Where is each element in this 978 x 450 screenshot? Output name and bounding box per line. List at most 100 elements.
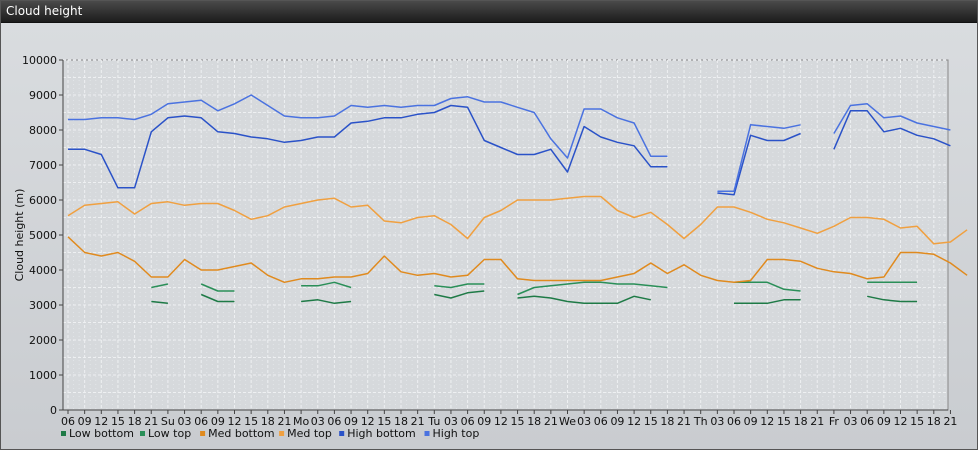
series-high-bottom [68,104,951,196]
x-tick-label: 21 [943,415,957,428]
series-low-top-line [734,281,801,292]
x-tick-label: 09 [211,415,225,428]
y-axis: 0 1000 2000 3000 4000 5000 6000 7000 8000 9000 100… [22,54,64,417]
series-high-bottom-line [717,132,801,196]
x-tick-label: 06 [727,415,741,428]
x-tick-label: 12 [494,415,508,428]
series-high-top-line [833,103,951,134]
series-med-bottom [67,236,968,284]
series-low-bottom [151,290,918,305]
x-tick-label: 09 [78,415,92,428]
x-tick-label: 12 [760,415,774,428]
legend-swatch [61,431,66,436]
legend-label: Low top [148,427,191,440]
series-low-top-line [151,283,169,289]
y-tick-label: 3000 [29,299,57,312]
x-tick-label: 03 [444,415,458,428]
x-tick-label: 21 [277,415,291,428]
series-high-bottom-line [68,104,668,189]
series-low-bottom-line [734,299,801,305]
x-tick-label: 06 [860,415,874,428]
series-low-top-line [301,281,352,289]
y-tick-label: 5000 [29,229,57,242]
x-tick-label: 15 [244,415,258,428]
x-tick-label: 18 [660,415,674,428]
series-high-bottom-line [833,110,951,150]
x-tick-label: 03 [577,415,591,428]
x-tick-label: 12 [94,415,108,428]
y-tick-label: 1000 [29,369,57,382]
x-tick-label: 15 [377,415,391,428]
legend-item: High bottom [339,427,416,440]
legend-item: Med bottom [200,427,275,440]
grid [63,59,948,411]
x-tick-label: 21 [810,415,824,428]
y-tick-label: 2000 [29,334,57,347]
series-med-bottom-line [67,236,968,284]
x-tick-label: 03 [311,415,325,428]
y-tick-label: 0 [50,404,57,417]
series-layer [67,94,968,305]
x-tick-label: 21 [144,415,158,428]
y-tick-label: 7000 [29,159,57,172]
series-low-bottom-line [151,300,168,305]
x-tick-label: 12 [228,415,242,428]
x-tick-label: Th [693,415,708,428]
y-tick-label: 6000 [29,194,57,207]
x-tick-label: 21 [411,415,425,428]
x-tick-label: 21 [544,415,558,428]
legend-label: Med bottom [208,427,275,440]
x-tick-label: 18 [128,415,142,428]
x-tick-label: Fr [829,415,840,428]
series-low-bottom-line [200,293,235,303]
legend-label: Med top [287,427,332,440]
x-tick-label: 21 [677,415,691,428]
x-tick-label: 09 [477,415,491,428]
x-tick-label: 15 [111,415,125,428]
x-tick-label: 06 [194,415,208,428]
x-tick-label: 18 [261,415,275,428]
y-tick-label: 8000 [29,124,57,137]
chart-area: 0 1000 2000 3000 4000 5000 6000 7000 8000 9000 100… [1,23,977,449]
legend: Low bottom Low top Med bottom Med top High b… [61,427,479,440]
x-tick-label: 09 [344,415,358,428]
x-tick-label: 15 [910,415,924,428]
x-tick-label: 18 [794,415,808,428]
x-axis: 06 09 12 15 18 21 Su 03 06 09 12 15 18 21 Mo 03 06 09 12 15… [61,409,957,428]
legend-swatch [140,431,145,436]
legend-item: Low top [140,427,191,440]
x-tick-label: 12 [627,415,641,428]
y-tick-label: 4000 [29,264,57,277]
legend-label: High bottom [347,427,416,440]
x-tick-label: 03 [178,415,192,428]
title-bar: Cloud height [1,1,977,23]
window-title: Cloud height [6,4,83,18]
series-low-top-line [200,283,235,292]
y-tick-label: 9000 [29,89,57,102]
legend-swatch [339,431,345,436]
series-low-top-line [517,281,668,296]
x-tick-label: 09 [877,415,891,428]
legend-item: Low bottom [61,427,134,440]
x-tick-label: 09 [744,415,758,428]
cloud-height-chart: 0 1000 2000 3000 4000 5000 6000 7000 8000 9000 100… [13,54,968,440]
series-low-bottom-line [434,290,485,299]
x-tick-label: 18 [394,415,408,428]
series-med-top [67,195,968,245]
series-med-top-line [67,195,968,245]
x-tick-label: 18 [927,415,941,428]
x-tick-label: 06 [61,415,75,428]
series-low-bottom-line [517,295,651,305]
x-tick-label: Mo [293,415,309,428]
x-tick-label: We [559,415,576,428]
legend-swatch [279,431,285,436]
series-low-bottom-line [301,299,352,305]
x-tick-label: Tu [427,415,440,428]
x-tick-label: 15 [777,415,791,428]
x-tick-label: 03 [710,415,724,428]
series-low-top [151,281,918,296]
series-high-top-line [68,94,668,159]
x-tick-label: Su [161,415,175,428]
x-tick-label: 18 [527,415,541,428]
